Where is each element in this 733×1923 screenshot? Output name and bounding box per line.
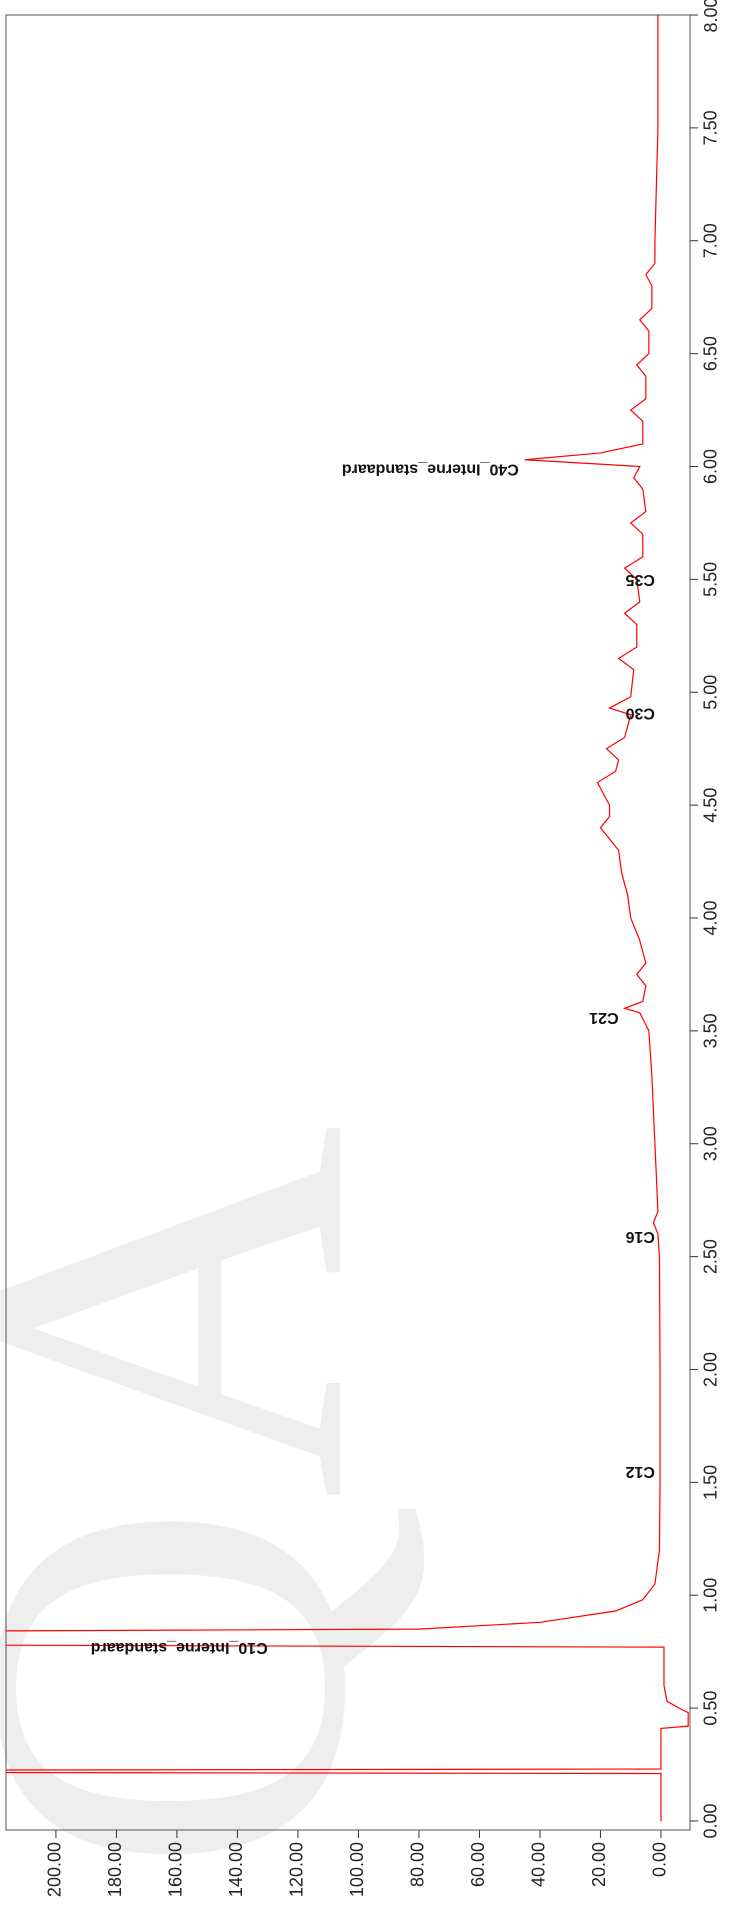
peak-label: C35	[625, 571, 654, 588]
x-tick-label: 1.00	[701, 1578, 721, 1613]
x-tick-label: 5.00	[701, 675, 721, 710]
x-tick-label: 3.50	[701, 1013, 721, 1048]
x-tick-label: 6.00	[701, 449, 721, 484]
y-tick-label: 40.00	[529, 1842, 549, 1887]
y-tick-label: 160.00	[166, 1842, 186, 1897]
peak-label: C30	[625, 704, 654, 721]
x-tick-label: 4.50	[701, 788, 721, 823]
y-tick-label: 120.00	[287, 1842, 307, 1897]
trace	[6, 15, 689, 1821]
y-tick-label: 60.00	[468, 1842, 488, 1887]
watermark: QA	[0, 1124, 453, 1875]
y-tick-label: 80.00	[408, 1842, 428, 1887]
plot-frame	[5, 14, 691, 1831]
x-tick-label: 4.00	[701, 900, 721, 935]
peak-label: C40_Interne_standaard	[342, 461, 519, 478]
x-tick-label: 7.00	[701, 223, 721, 258]
x-tick-label: 1.50	[701, 1465, 721, 1500]
peak-label: C12	[625, 1463, 654, 1480]
x-tick-label: 2.50	[701, 1239, 721, 1274]
peak-label: C16	[625, 1228, 654, 1245]
y-tick-label: 0.00	[650, 1842, 670, 1877]
y-tick-label: 140.00	[226, 1842, 246, 1897]
y-tick-label: 20.00	[589, 1842, 609, 1887]
y-tick-label: 180.00	[105, 1842, 125, 1897]
x-tick-label: 7.50	[701, 110, 721, 145]
x-tick-label: 8.00	[701, 0, 721, 33]
x-tick-label: 6.50	[701, 336, 721, 371]
watermark-text: QA	[0, 1124, 453, 1875]
peak-label: C10_Interne_standaard	[91, 1639, 268, 1656]
x-tick-label: 0.00	[701, 1803, 721, 1838]
peak-label: C21	[589, 1009, 618, 1026]
plot-area	[6, 15, 689, 1821]
x-tick-label: 0.50	[701, 1691, 721, 1726]
x-tick-label: 3.00	[701, 1126, 721, 1161]
y-tick-label: 200.00	[45, 1842, 65, 1897]
x-tick-label: 2.00	[701, 1352, 721, 1387]
x-tick-label: 5.50	[701, 562, 721, 597]
y-tick-label: 100.00	[347, 1842, 367, 1897]
